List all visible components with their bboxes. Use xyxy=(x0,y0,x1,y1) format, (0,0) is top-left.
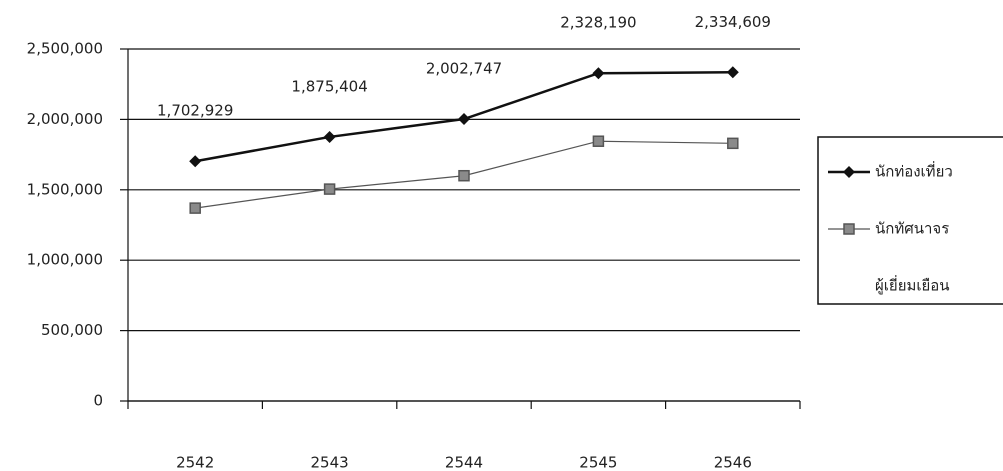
data-label: 2,328,190 xyxy=(560,14,636,32)
data-point xyxy=(458,113,470,126)
data-point xyxy=(189,202,201,214)
data-point xyxy=(592,135,605,147)
legend-label: นักทัศนาจร xyxy=(875,220,949,238)
legend-label: ผู้เยี่ยมเยือน xyxy=(875,275,950,295)
y-tick-label: 2,500,000 xyxy=(27,40,103,58)
legend-label: นักท่องเที่ยว xyxy=(875,161,953,181)
y-tick-label: 0 xyxy=(93,392,103,410)
x-tick-label: 2543 xyxy=(311,454,349,471)
data-label: 2,002,747 xyxy=(426,60,502,78)
data-point xyxy=(727,137,739,150)
y-tick-label: 500,000 xyxy=(41,321,103,339)
x-tick-label: 2544 xyxy=(445,454,483,471)
y-tick-label: 2,000,000 xyxy=(27,110,103,128)
data-point xyxy=(323,183,336,195)
data-label: 1,702,929 xyxy=(157,102,233,120)
legend-marker xyxy=(843,166,855,178)
legend-box xyxy=(817,136,1003,305)
y-tick-label: 1,500,000 xyxy=(27,180,103,198)
x-tick-label: 2545 xyxy=(579,454,617,471)
x-tick-label: 2542 xyxy=(176,454,214,471)
data-point xyxy=(189,155,202,168)
data-point xyxy=(458,169,470,182)
data-label: 1,875,404 xyxy=(291,77,367,95)
y-tick-label: 1,000,000 xyxy=(27,251,103,269)
data-point xyxy=(323,130,336,143)
legend-marker xyxy=(843,223,855,235)
data-point xyxy=(726,66,739,79)
data-point xyxy=(592,67,605,80)
x-tick-label: 2546 xyxy=(714,454,752,471)
data-label: 2,334,609 xyxy=(695,13,771,31)
